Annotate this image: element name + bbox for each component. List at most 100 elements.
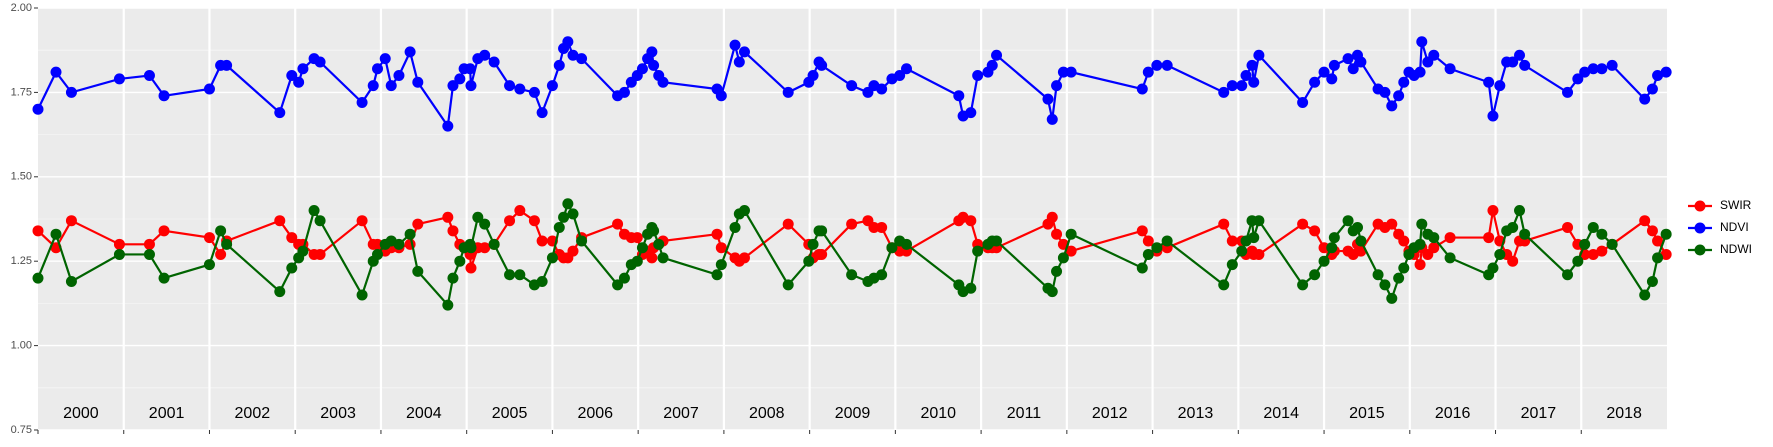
point: [536, 235, 548, 247]
point: [65, 215, 77, 227]
x-tick-label: 2017: [1521, 405, 1557, 422]
x-tick-label: 2012: [1092, 405, 1128, 422]
point: [1398, 76, 1410, 88]
point: [1226, 235, 1238, 247]
point: [356, 289, 368, 301]
point: [113, 248, 125, 260]
point: [1562, 86, 1574, 98]
point: [1051, 80, 1063, 92]
point: [1596, 228, 1608, 240]
point: [1218, 218, 1230, 230]
point: [1136, 83, 1148, 95]
point: [715, 259, 727, 271]
legend-label: SWIR: [1720, 198, 1752, 212]
point: [1051, 265, 1063, 277]
point: [1136, 262, 1148, 274]
point: [1309, 225, 1321, 237]
x-tick-label: 2016: [1435, 405, 1471, 422]
point: [1398, 262, 1410, 274]
point: [1248, 232, 1260, 244]
point: [1246, 59, 1258, 71]
point: [729, 39, 741, 51]
point: [567, 245, 579, 257]
x-tick-label: 2001: [149, 405, 185, 422]
point: [631, 232, 643, 244]
point: [1046, 211, 1058, 223]
point: [536, 275, 548, 287]
point: [372, 248, 384, 260]
point: [646, 46, 658, 58]
x-tick-label: 2002: [235, 405, 271, 422]
point: [1444, 232, 1456, 244]
point: [297, 63, 309, 75]
legend-marker: [1694, 244, 1706, 256]
point: [636, 242, 648, 254]
y-tick-label: 0.75: [11, 424, 32, 436]
point: [886, 242, 898, 254]
point: [1136, 225, 1148, 237]
y-tick-label: 2.00: [11, 2, 32, 14]
point: [504, 269, 516, 281]
point: [965, 282, 977, 294]
point: [711, 228, 723, 240]
point: [1416, 36, 1428, 48]
point: [1248, 76, 1260, 88]
point: [782, 86, 794, 98]
point: [1660, 228, 1672, 240]
point: [113, 238, 125, 250]
point: [1572, 255, 1584, 267]
point: [733, 56, 745, 68]
point: [286, 70, 298, 82]
point: [293, 76, 305, 88]
point: [553, 59, 565, 71]
point: [1514, 49, 1526, 61]
point: [546, 252, 558, 264]
point: [528, 86, 540, 98]
point: [876, 221, 888, 233]
x-tick-label: 2014: [1263, 405, 1299, 422]
point: [1562, 269, 1574, 281]
point: [876, 269, 888, 281]
point: [1057, 252, 1069, 264]
point: [816, 59, 828, 71]
point: [479, 218, 491, 230]
x-tick-label: 2000: [63, 405, 99, 422]
x-tick-label: 2010: [920, 405, 956, 422]
point: [514, 205, 526, 217]
point: [1646, 225, 1658, 237]
point: [1444, 63, 1456, 75]
point: [1142, 235, 1154, 247]
point: [393, 238, 405, 250]
point: [528, 215, 540, 227]
point: [221, 238, 233, 250]
point: [50, 228, 62, 240]
point: [1042, 93, 1054, 105]
point: [876, 83, 888, 95]
point: [636, 63, 648, 75]
point: [536, 107, 548, 119]
point: [729, 221, 741, 233]
point: [1519, 59, 1531, 71]
x-tick-label: 2007: [663, 405, 699, 422]
point: [372, 63, 384, 75]
point: [314, 56, 326, 68]
point: [1606, 238, 1618, 250]
point: [1572, 73, 1584, 85]
point: [807, 70, 819, 82]
point: [1579, 238, 1591, 250]
point: [738, 252, 750, 264]
x-tick-label: 2009: [835, 405, 871, 422]
point: [158, 272, 170, 284]
point: [1342, 215, 1354, 227]
point: [143, 70, 155, 82]
point: [1494, 80, 1506, 92]
x-tick-label: 2005: [492, 405, 528, 422]
point: [504, 80, 516, 92]
point: [113, 73, 125, 85]
point: [1646, 83, 1658, 95]
x-tick-label: 2003: [320, 405, 356, 422]
point: [372, 238, 384, 250]
point: [1051, 228, 1063, 240]
point: [1487, 262, 1499, 274]
legend-marker: [1694, 200, 1706, 212]
